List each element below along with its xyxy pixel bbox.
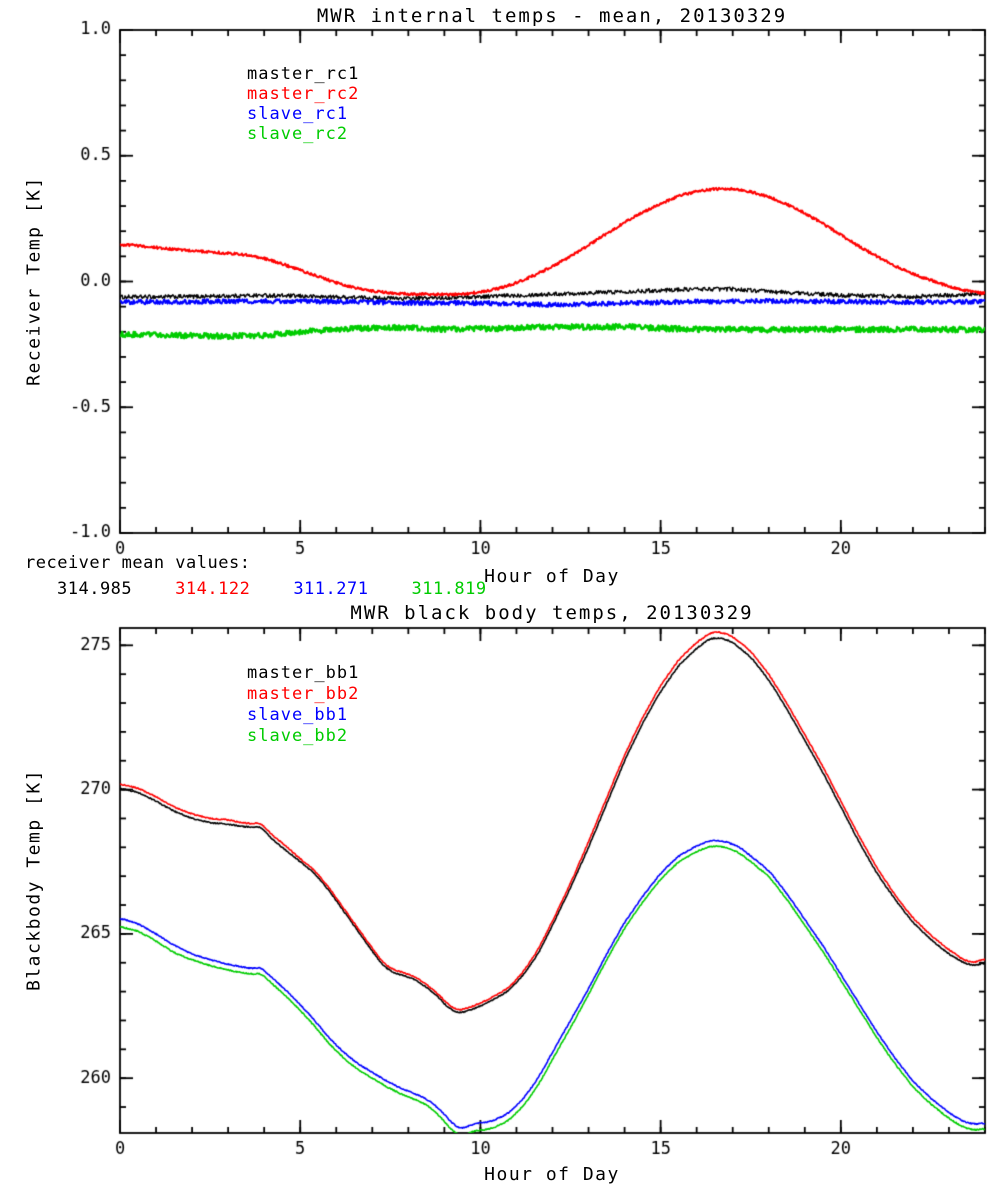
legend-item-slave-bb2: slave_bb2: [247, 726, 349, 746]
mean-value-master-rc2: 314.122: [175, 579, 251, 599]
legend-item-master-bb2: master_bb2: [247, 684, 360, 704]
legend-item-master-bb1: master_bb1: [247, 663, 360, 683]
mean-value-slave-rc2: 311.819: [411, 579, 487, 599]
legend-item-slave-rc1: slave_rc1: [247, 104, 349, 124]
receiver-means-label: receiver mean values:: [25, 553, 251, 573]
mean-value-slave-rc1: 311.271: [293, 579, 369, 599]
legend-item-master-rc2: master_rc2: [247, 84, 360, 104]
bottom-chart-ylabel: Blackbody Temp [K]: [23, 768, 45, 992]
receiver-means-values: 314.985 314.122 311.271 311.819: [57, 579, 487, 599]
bottom-chart-legend: master_bb1 master_bb2 slave_bb1 slave_bb…: [247, 663, 359, 747]
legend-item-master-rc1: master_rc1: [247, 64, 360, 84]
top-chart-ylabel: Receiver Temp [K]: [23, 176, 45, 386]
mean-value-master-rc1: 314.985: [57, 579, 133, 599]
top-chart-legend: master_rc1 master_rc2 slave_rc1 slave_rc…: [247, 64, 359, 144]
legend-item-slave-bb1: slave_bb1: [247, 705, 349, 725]
top-chart-title: MWR internal temps - mean, 20130329: [316, 5, 788, 27]
bottom-chart-title: MWR black body temps, 20130329: [350, 602, 754, 624]
bottom-chart-xlabel: Hour of Day: [484, 1164, 620, 1185]
top-chart-xlabel: Hour of Day: [484, 566, 620, 587]
legend-item-slave-rc2: slave_rc2: [247, 124, 349, 144]
